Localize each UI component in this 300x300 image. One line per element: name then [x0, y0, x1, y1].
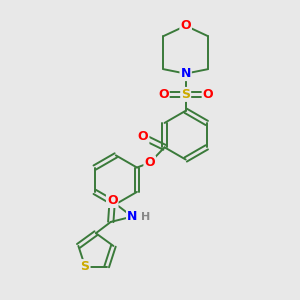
Text: H: H [141, 212, 150, 222]
Text: O: O [107, 194, 118, 207]
Text: N: N [127, 210, 137, 223]
Text: O: O [202, 88, 213, 101]
Text: S: S [81, 260, 90, 273]
Text: S: S [181, 88, 190, 101]
Text: O: O [158, 88, 169, 101]
Text: N: N [181, 67, 191, 80]
Text: O: O [144, 156, 155, 169]
Text: O: O [138, 130, 148, 143]
Text: O: O [180, 19, 191, 32]
